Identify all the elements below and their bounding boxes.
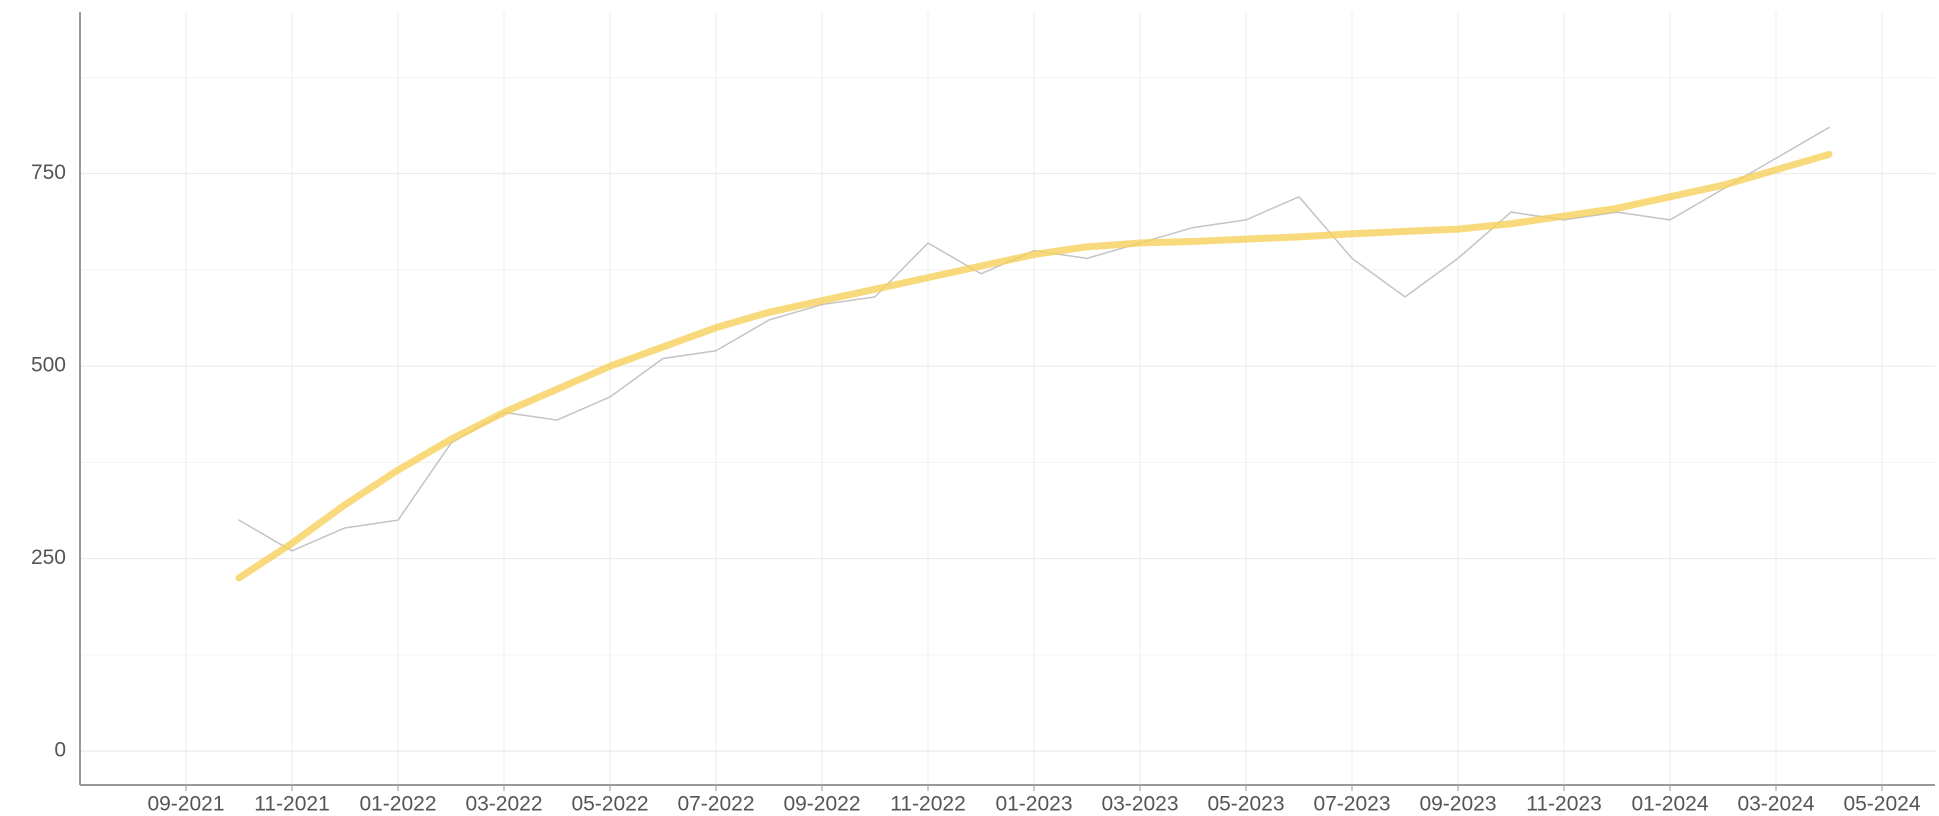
y-tick-label: 750: [31, 161, 66, 184]
x-tick-label: 11-2023: [1526, 793, 1602, 811]
x-tick-label: 03-2024: [1737, 793, 1814, 811]
y-tick-label: 0: [54, 739, 66, 762]
x-tick-label: 07-2023: [1313, 793, 1390, 811]
x-tick-label: 01-2024: [1631, 793, 1708, 811]
y-tick-label: 500: [31, 354, 66, 377]
y-tick-label: 250: [31, 546, 66, 569]
x-tick-label: 09-2022: [783, 793, 860, 811]
x-tick-label: 03-2023: [1101, 793, 1178, 811]
x-tick-label: 01-2022: [359, 793, 436, 811]
x-tick-label: 07-2022: [677, 793, 754, 811]
x-tick-label: 05-2024: [1843, 793, 1920, 811]
trend-line: [235, 150, 1833, 582]
x-tick-label: 11-2021: [254, 793, 330, 811]
x-tick-label: 05-2022: [571, 793, 648, 811]
x-tick-label: 01-2023: [995, 793, 1072, 811]
x-tick-label: 03-2022: [465, 793, 542, 811]
x-tick-label: 09-2023: [1419, 793, 1496, 811]
x-tick-label: 05-2023: [1207, 793, 1284, 811]
x-tick-label: 11-2022: [890, 793, 966, 811]
x-tick-label: 09-2021: [147, 793, 224, 811]
